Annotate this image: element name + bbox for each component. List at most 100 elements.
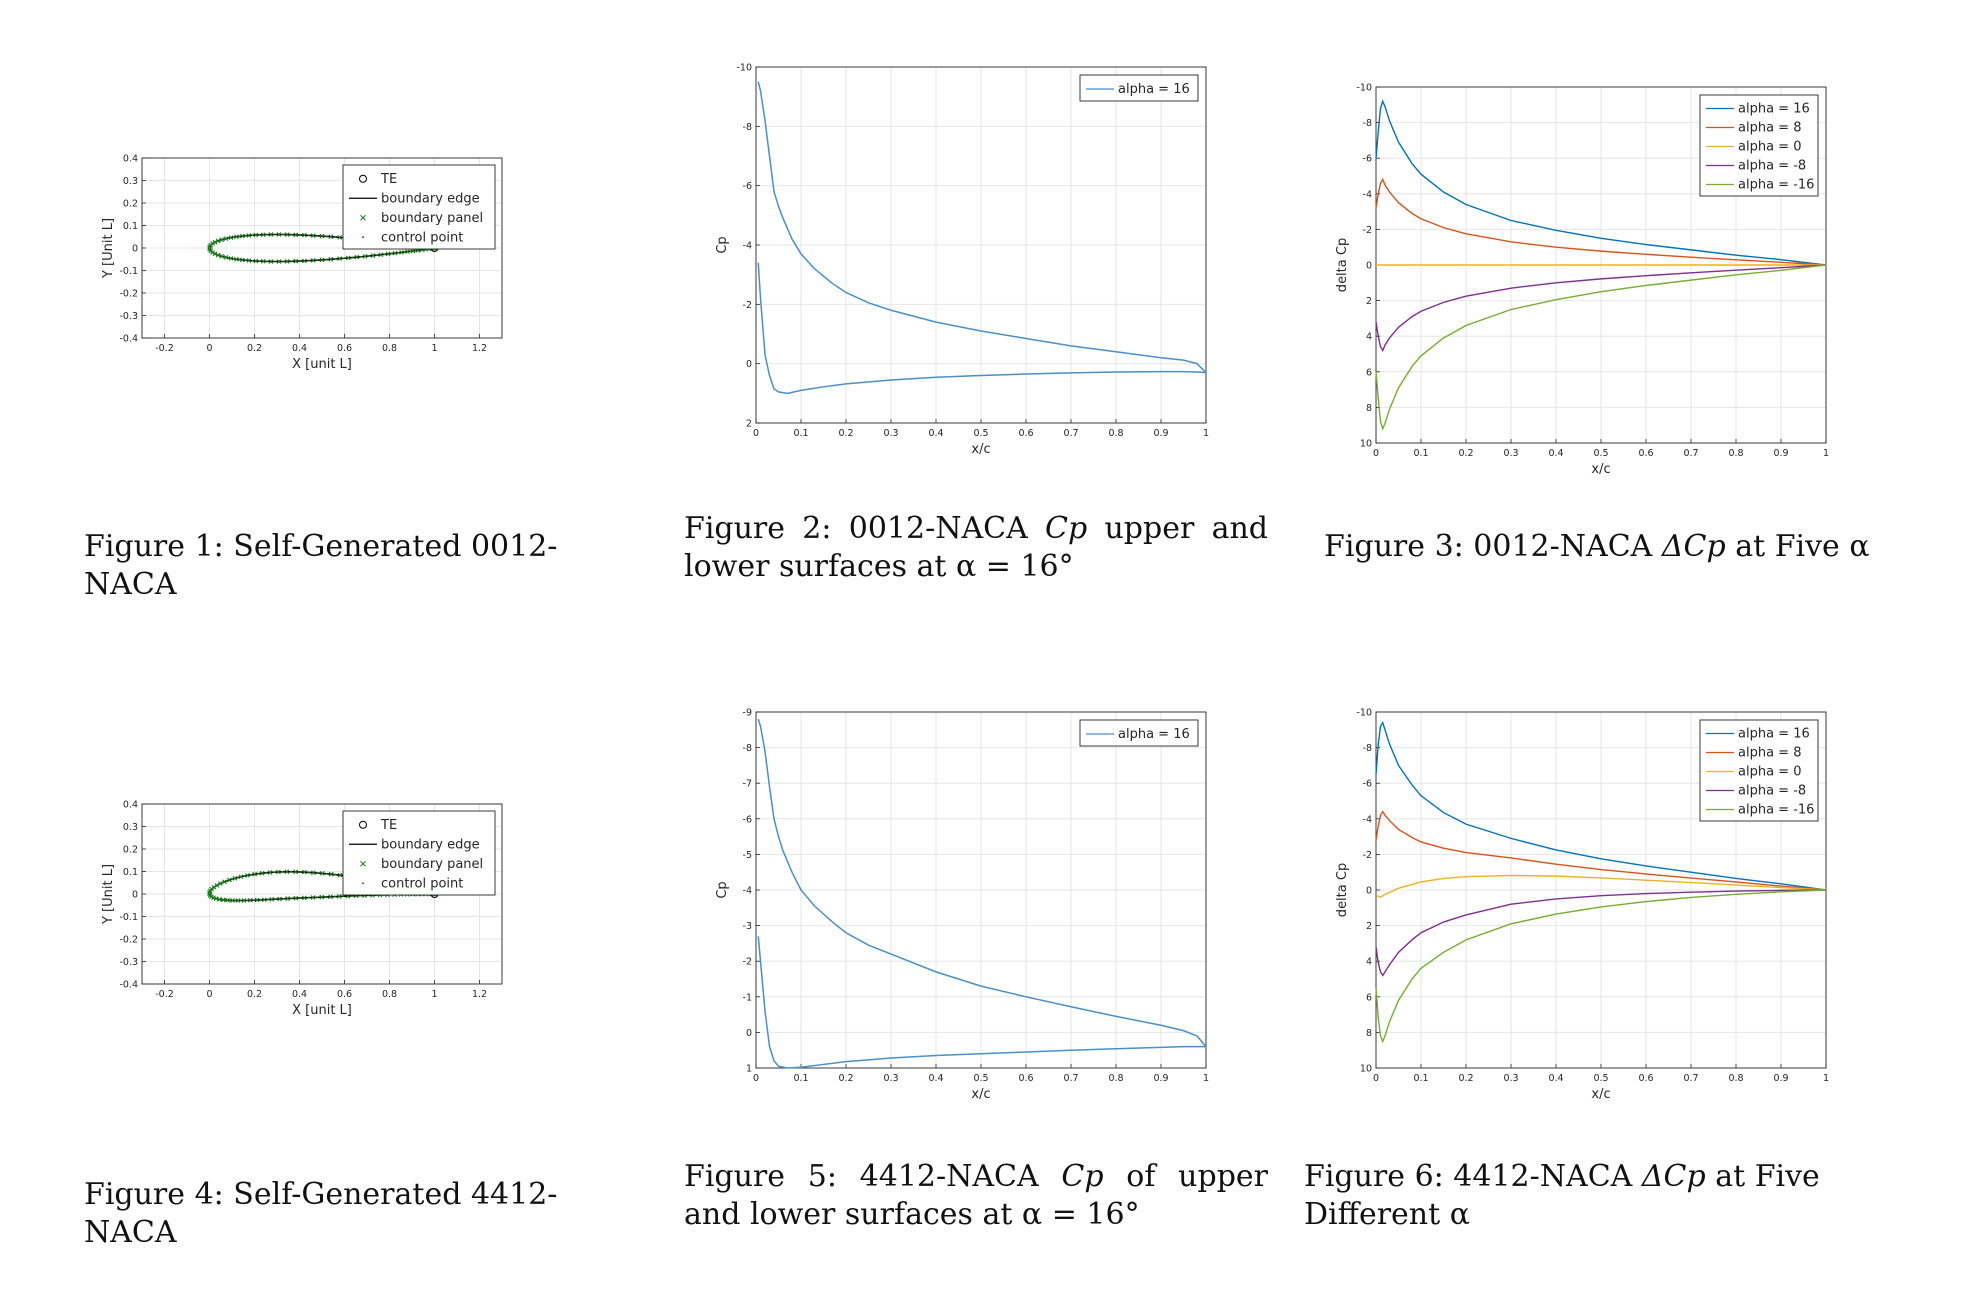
fig4-boundary-panel — [267, 870, 273, 875]
fig3-caption-symbol: ΔCp — [1661, 529, 1726, 564]
fig1-control-point — [209, 249, 212, 252]
fig4-legend-label: boundary panel — [381, 857, 483, 872]
fig1-boundary-panel — [240, 257, 245, 263]
fig1-boundary-panel — [253, 232, 259, 238]
fig4-legend-swatch — [359, 820, 367, 829]
fig3-series — [1375, 99, 1827, 431]
fig1-legend-label: boundary panel — [381, 211, 483, 226]
fig1-y-tick-label: 0 — [132, 244, 138, 255]
fig1-boundary-panel — [337, 256, 342, 262]
fig4-boundary-panel — [238, 874, 244, 880]
fig2-x-tick-label: 0 — [753, 428, 759, 439]
fig3-x-tick-label: 0.2 — [1458, 448, 1473, 459]
fig1-control-point — [210, 243, 213, 246]
fig1-legend-swatch — [359, 174, 367, 183]
fig3-x-tick-label: 0.9 — [1773, 448, 1788, 459]
fig5-series — [757, 718, 1207, 1069]
fig1-legend-swatch — [360, 214, 366, 221]
fig2-axes-box — [755, 66, 1207, 424]
fig4-boundary-panel — [285, 896, 290, 901]
fig4-x-tick-label: 0 — [206, 989, 212, 1000]
fig3-x-tick-label: 0.5 — [1593, 448, 1608, 459]
fig4-boundary-panel — [302, 869, 307, 875]
fig1-control-point — [325, 235, 328, 238]
fig4-boundary-panel — [301, 895, 307, 901]
fig1-boundary-panel — [284, 259, 290, 264]
fig6-legend-label: alpha = 16 — [1738, 727, 1810, 742]
fig1-control-point — [219, 239, 221, 242]
fig6-series-line — [1375, 810, 1827, 891]
fig1-control-point — [334, 236, 337, 238]
fig1-y-axis-label: Y [Unit L] — [101, 218, 116, 279]
fig4-legend-label: control point — [381, 876, 463, 891]
fig1-boundary-panel — [228, 235, 234, 241]
fig6-caption-prefix: Figure 6: 4412-NACA — [1304, 1159, 1642, 1194]
fig1-chart: -0.2 0 0.2 0.4 0.6 0.8 1 1.2 0.4 0.3 0.2 0.1 0 -0.1 -0… — [101, 154, 503, 372]
fig4-boundary-panel — [328, 871, 334, 877]
fig1-control-point — [212, 252, 215, 255]
fig4-y-tick-label: 0.3 — [123, 822, 138, 833]
fig3-caption: Figure 3: 0012-NACA ΔCp at Five α — [1324, 528, 1924, 566]
fig3-legend-label: alpha = -16 — [1738, 178, 1814, 193]
fig1-boundary-panel — [328, 234, 334, 240]
fig4-x-axis-label: X [unit L] — [292, 1003, 352, 1018]
fig5-y-tick-label: -9 — [743, 708, 752, 719]
fig1-control-point — [208, 246, 211, 249]
fig1-x-axis-label: X [unit L] — [292, 357, 352, 372]
fig6-legend-label: alpha = -16 — [1738, 803, 1814, 818]
fig1-control-point — [351, 256, 354, 259]
fig1-control-point — [419, 249, 421, 251]
fig1-x-tick-label: 1.2 — [472, 343, 487, 354]
fig4-boundary-panel — [247, 897, 253, 903]
fig5-y-tick-label: -3 — [743, 921, 752, 932]
fig4-control-point — [307, 896, 310, 899]
fig1-boundary-panel — [302, 258, 307, 264]
fig3-y-tick-label: -4 — [1363, 189, 1372, 200]
fig3-legend: alpha = 16 alpha = 8 alpha = 0 alpha = -8 al… — [1699, 94, 1819, 197]
fig1-control-point — [368, 255, 370, 257]
fig5-x-tick-label: 0.7 — [1063, 1073, 1078, 1084]
fig4-control-point — [334, 873, 337, 876]
fig4-boundary-panel — [269, 896, 275, 902]
fig1-x-tick-label: 0.8 — [382, 343, 397, 354]
fig3-legend-label: alpha = 8 — [1738, 121, 1801, 136]
fig3-legend-label: alpha = 16 — [1738, 102, 1810, 117]
fig1-control-point — [290, 233, 293, 236]
fig4-control-point — [273, 871, 276, 874]
fig4-boundary-panel — [337, 872, 343, 878]
fig1-control-point — [266, 233, 268, 236]
fig5-y-tick-label: -5 — [743, 850, 752, 861]
fig4-y-tick-label: -0.4 — [119, 980, 138, 991]
fig4-x-tick-label: 0.4 — [292, 989, 307, 1000]
fig6-x-tick-label: 0 — [1373, 1073, 1379, 1084]
fig2-series — [757, 81, 1207, 395]
fig4-y-tick-label: 0.2 — [123, 845, 138, 856]
fig1-boundary-panel — [310, 258, 316, 263]
fig3-series-line — [1375, 264, 1827, 431]
fig1-control-point — [266, 260, 268, 263]
fig4-control-point — [224, 899, 227, 901]
fig1-boundary-panel — [293, 258, 299, 264]
fig6-x-tick-label: 0.2 — [1458, 1073, 1473, 1084]
fig3-series-line — [1375, 264, 1827, 352]
fig4-x-tick-label: 0.6 — [337, 989, 352, 1000]
fig3-legend-label: alpha = 0 — [1738, 140, 1801, 155]
fig4-boundary-panel — [328, 894, 333, 900]
fig2-axes: 0 0.1 0.2 0.3 0.4 0.5 0.6 0.7 0.8 0.9 1 -10 -8 -6 -4 -2… — [715, 63, 1209, 458]
fig4-y-tick-label: 0 — [132, 890, 138, 901]
fig1-control-point — [307, 234, 310, 237]
fig4-control-point — [210, 888, 212, 891]
fig6-x-tick-label: 1 — [1823, 1073, 1829, 1084]
fig4-boundary-panel — [319, 894, 325, 900]
fig4-boundary-panel — [259, 870, 265, 876]
fig1-control-point — [238, 235, 241, 238]
fig6-caption-suffix: at Five Different α — [1304, 1159, 1820, 1232]
fig3-x-tick-label: 0.3 — [1503, 448, 1518, 459]
fig6-series-line — [1375, 721, 1827, 891]
fig4-control-point — [216, 898, 219, 900]
fig4-boundary-panel — [225, 897, 230, 903]
fig4-control-point — [246, 899, 249, 902]
fig4-caption: Figure 4: Self-Generated 4412-NACA — [84, 1176, 644, 1252]
fig5-x-tick-label: 0.1 — [793, 1073, 808, 1084]
fig6-legend: alpha = 16 alpha = 8 alpha = 0 alpha = -8 al… — [1699, 719, 1819, 822]
